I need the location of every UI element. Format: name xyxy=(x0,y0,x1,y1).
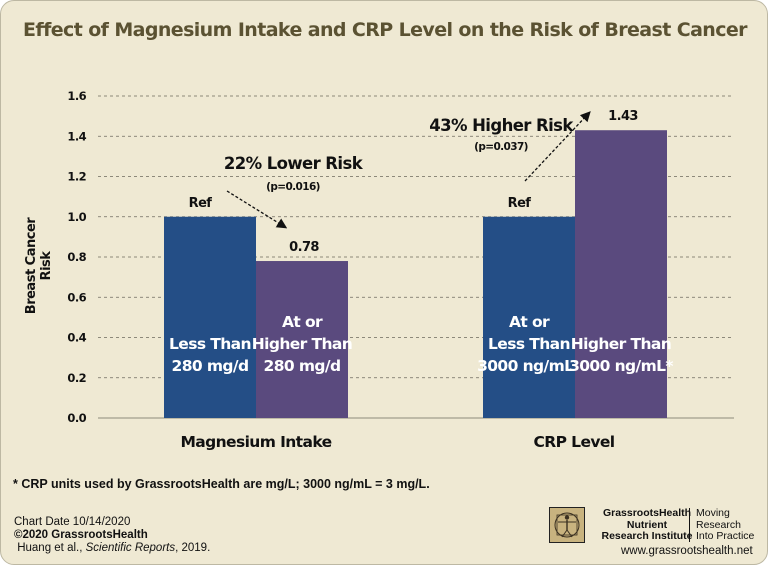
citation-authors: Huang et al., xyxy=(17,542,83,554)
bar-category-label: 3000 ng/mL* xyxy=(477,357,581,375)
logo-organization: GrassrootsHealth Nutrient Research Insti… xyxy=(587,507,707,543)
y-tick-label: 0.0 xyxy=(67,411,86,425)
annotation-arrow xyxy=(226,190,288,229)
citation: Huang et al., Scientific Reports, 2019. xyxy=(14,542,210,555)
logo-tagline: Moving Research Into Practice xyxy=(696,507,755,543)
citation-journal: Scientific Reports xyxy=(85,542,176,554)
grassrootshealth-logo: GrassrootsHealth Nutrient Research Insti… xyxy=(549,506,759,544)
bar-category-label: Less Than xyxy=(169,335,251,353)
bar-value-label: Ref xyxy=(189,196,213,211)
annotation-pvalue: (p=0.037) xyxy=(474,141,528,153)
chart-credits: Chart Date 10/14/2020 ©2020 GrassrootsHe… xyxy=(14,516,210,555)
bar-category-label: At or xyxy=(509,313,550,331)
chart-title: Effect of Magnesium Intake and CRP Level… xyxy=(23,19,748,41)
copyright: ©2020 GrassrootsHealth xyxy=(14,529,148,541)
y-tick-label: 1.4 xyxy=(67,129,86,143)
x-group-label: Magnesium Intake xyxy=(180,433,331,451)
x-group-label: CRP Level xyxy=(534,433,615,451)
bar-category-label: Less Than xyxy=(488,335,570,353)
bar-category-label: Higher Than xyxy=(571,335,671,353)
bar xyxy=(575,130,667,418)
y-tick-label: 1.2 xyxy=(67,170,86,184)
annotation-arrow xyxy=(524,111,591,182)
logo-tagline-line: Moving xyxy=(696,507,730,519)
bar-category-label: Higher Than xyxy=(252,335,352,353)
website-url: www.grassrootshealth.net xyxy=(621,545,753,557)
bar-category-label: 280 mg/d xyxy=(264,357,341,375)
bar xyxy=(483,216,575,418)
logo-org-line: Research Institute xyxy=(601,530,693,542)
annotation-text: 43% Higher Risk xyxy=(429,116,574,135)
bar xyxy=(164,216,256,418)
logo-emblem-icon xyxy=(549,507,585,543)
y-tick-label: 1.0 xyxy=(67,210,86,224)
y-tick-label: 0.4 xyxy=(67,331,86,345)
logo-org-line: GrassrootsHealth xyxy=(602,507,692,519)
bar-value-label: 1.43 xyxy=(608,109,638,124)
bar-value-label: 0.78 xyxy=(289,240,319,255)
logo-org-line: Nutrient xyxy=(626,518,668,531)
citation-year: , 2019. xyxy=(175,542,211,554)
chart-date: Chart Date 10/14/2020 xyxy=(14,516,131,528)
y-tick-label: 1.6 xyxy=(67,89,86,103)
logo-tagline-line: Research xyxy=(696,518,741,531)
bar-category-label: 280 mg/d xyxy=(172,357,249,375)
y-tick-label: 0.6 xyxy=(67,290,86,304)
bar-category-label: At or xyxy=(282,313,323,331)
annotation-pvalue: (p=0.016) xyxy=(266,181,320,193)
bar-category-label: 3000 ng/mL* xyxy=(569,357,673,375)
bar-value-label: Ref xyxy=(508,196,532,211)
logo-tagline-line: Into Practice xyxy=(696,530,755,542)
footnote: * CRP units used by GrassrootsHealth are… xyxy=(13,477,430,491)
y-tick-label: 0.2 xyxy=(67,371,86,385)
logo-divider xyxy=(689,508,690,542)
y-tick-label: 0.8 xyxy=(67,250,86,264)
annotation-text: 22% Lower Risk xyxy=(224,154,364,173)
bar xyxy=(256,261,348,418)
bar-chart: 0.0 0.2 0.4 0.6 0.8 1.0 1.2 1.4 1.6 Less Than 280 … xyxy=(67,89,734,451)
